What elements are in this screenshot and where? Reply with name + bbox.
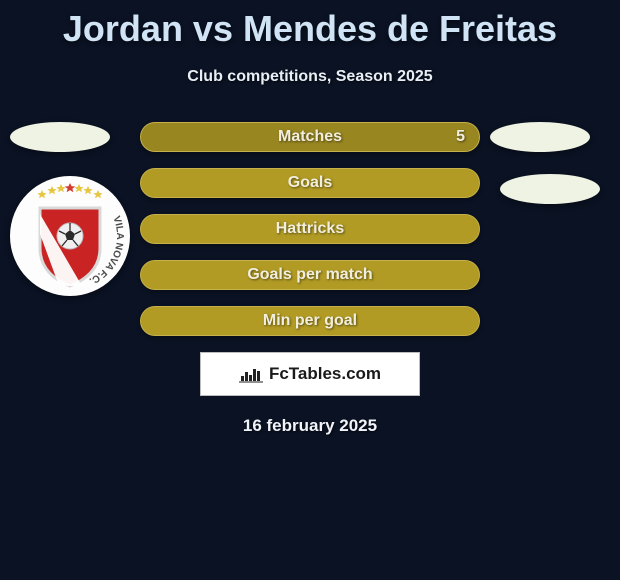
date-line: 16 february 2025	[0, 416, 620, 436]
bar-label: Min per goal	[141, 312, 479, 330]
left-ellipse	[10, 122, 110, 152]
crest-stars	[37, 183, 102, 198]
right-ellipse-top	[490, 122, 590, 152]
right-ellipse-bottom	[500, 174, 600, 204]
attribution-box: FcTables.com	[200, 352, 420, 396]
attribution-text: FcTables.com	[269, 364, 381, 384]
bar-matches: Matches 5	[140, 122, 480, 152]
bar-goals-per-match: Goals per match	[140, 260, 480, 290]
bar-label: Matches	[141, 128, 479, 146]
crest-svg: VILA NOVA F.C.	[10, 176, 130, 296]
bars-icon	[239, 365, 263, 383]
chart-area: VILA NOVA F.C. Matches 5 Goals Hattricks	[0, 122, 620, 436]
bar-stack: Matches 5 Goals Hattricks Goals per matc…	[140, 122, 480, 336]
bar-label: Goals	[141, 174, 479, 192]
page-title: Jordan vs Mendes de Freitas	[0, 0, 620, 50]
bar-label: Hattricks	[141, 220, 479, 238]
bar-value: 5	[456, 128, 465, 146]
bar-goals: Goals	[140, 168, 480, 198]
attribution: FcTables.com	[239, 364, 381, 384]
bar-min-per-goal: Min per goal	[140, 306, 480, 336]
club-crest: VILA NOVA F.C.	[10, 176, 130, 296]
page-subtitle: Club competitions, Season 2025	[0, 68, 620, 86]
bar-label: Goals per match	[141, 266, 479, 284]
bar-hattricks: Hattricks	[140, 214, 480, 244]
